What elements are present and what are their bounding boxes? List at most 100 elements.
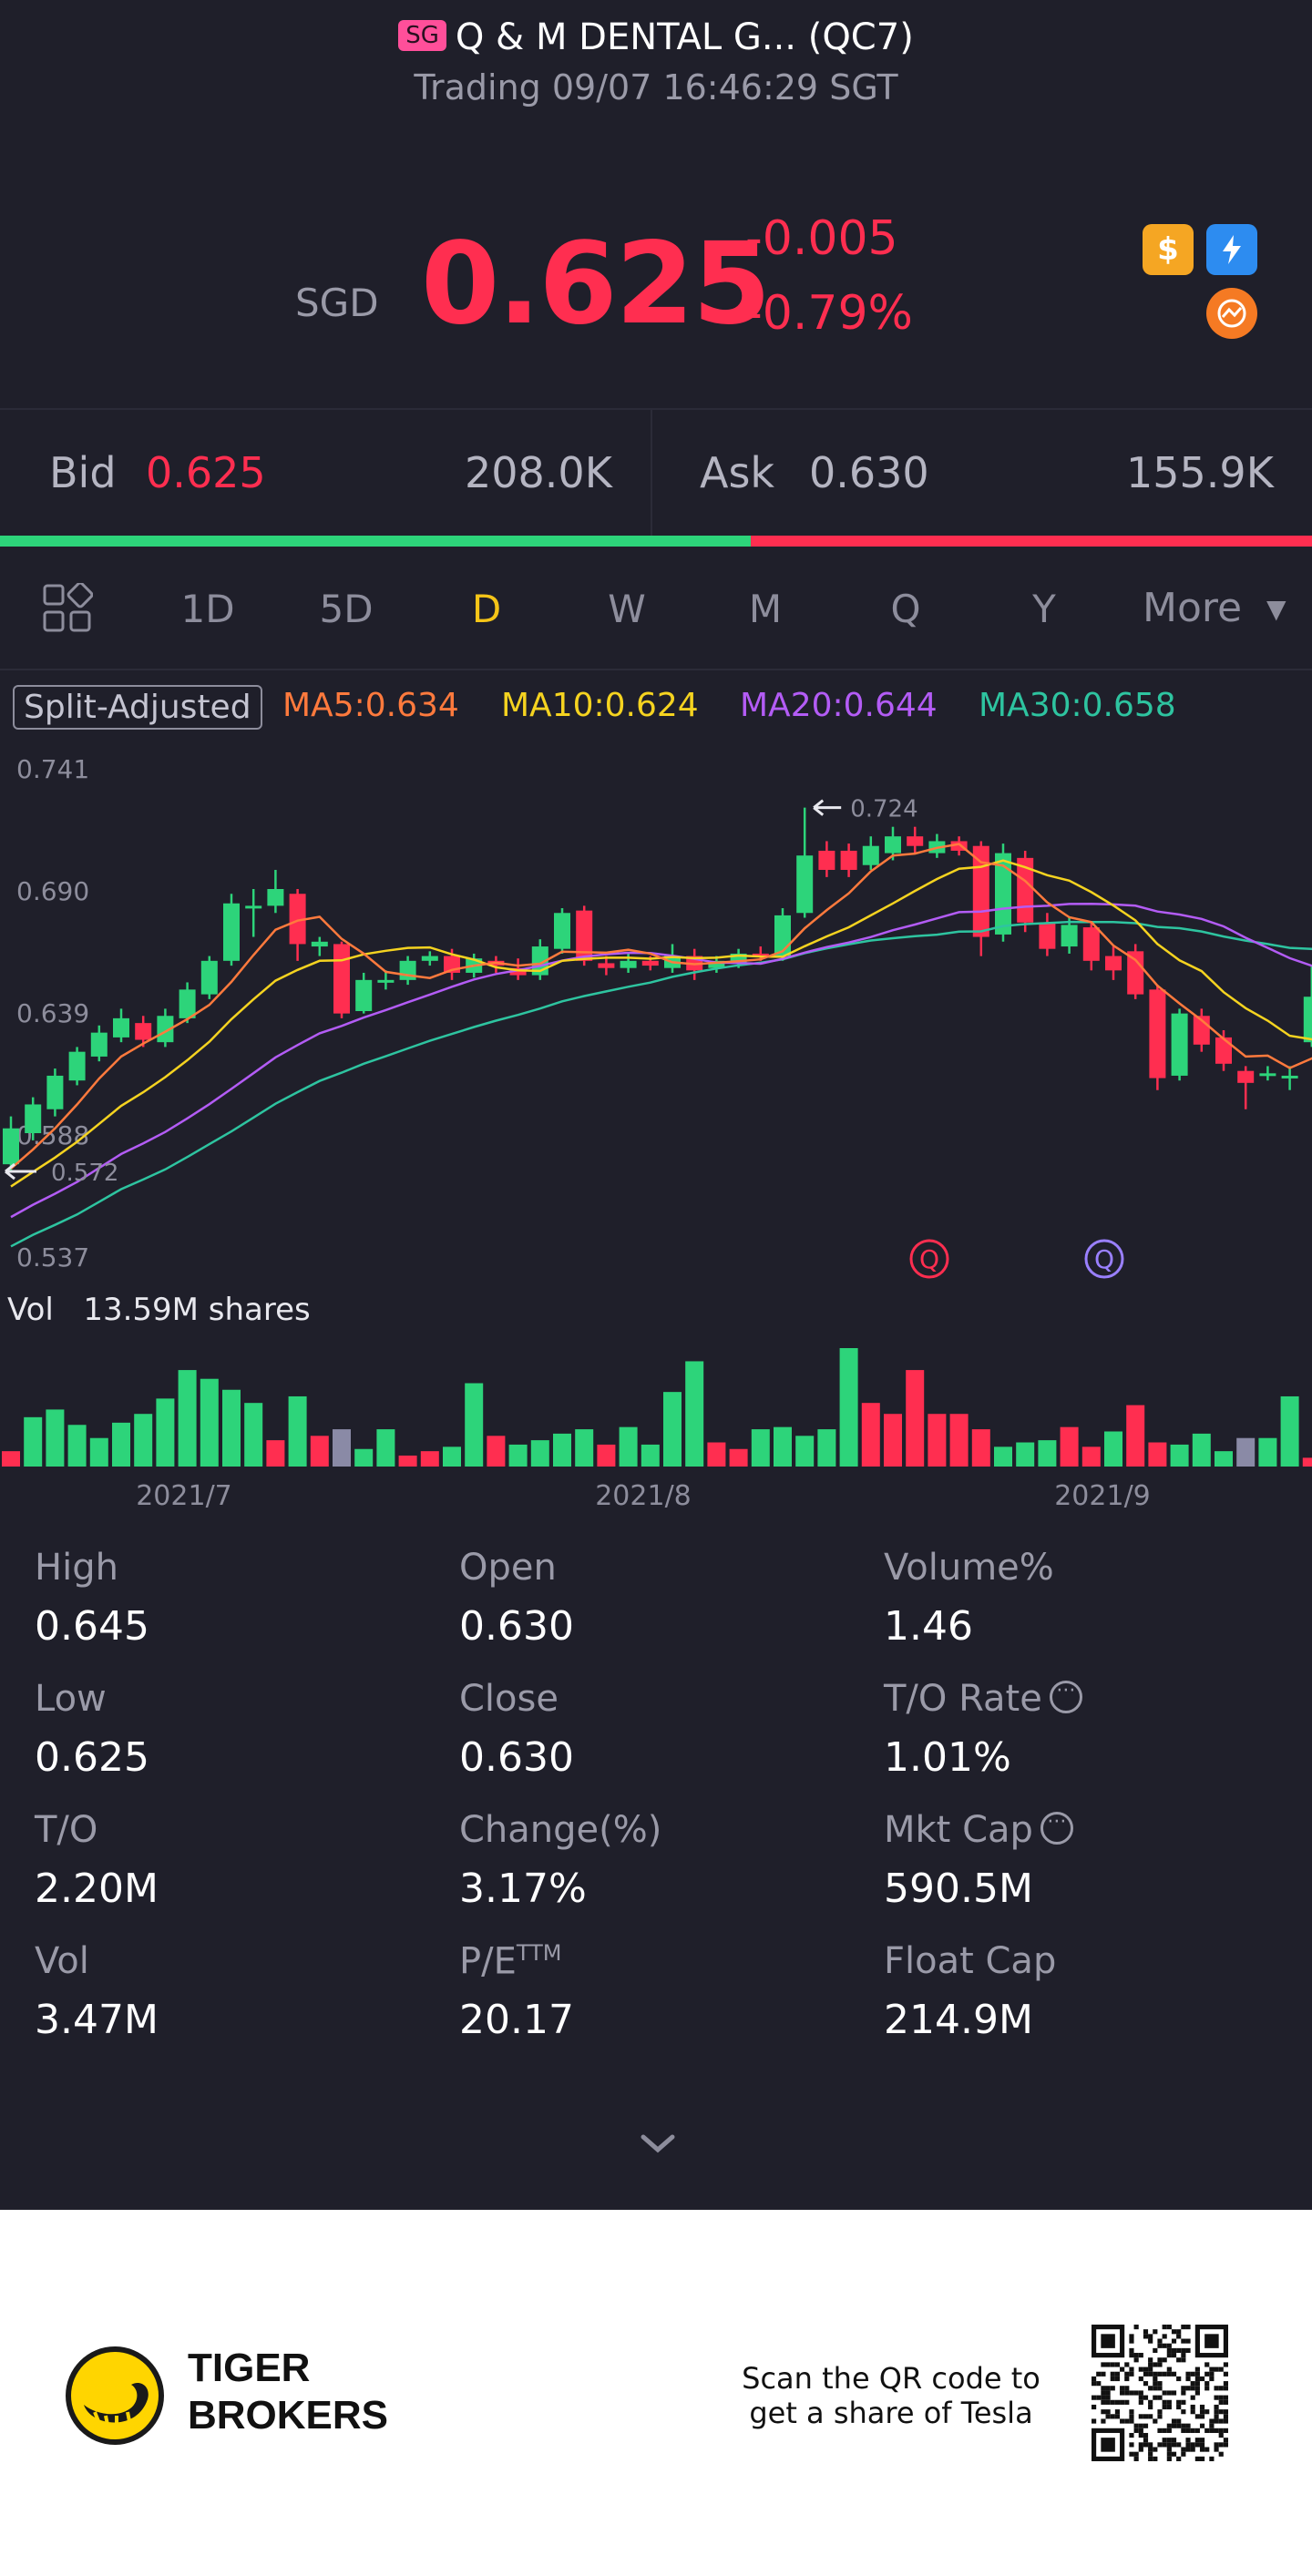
candle-body	[1281, 1075, 1298, 1078]
volume-bar	[134, 1414, 153, 1467]
arrow-left-icon	[5, 1162, 36, 1181]
stat-change-pct-value: 3.17%	[459, 1866, 587, 1912]
stock-name: Q & M DENTAL G... (QC7)	[455, 16, 914, 58]
tab-5d[interactable]: 5D	[319, 587, 374, 631]
candle-body	[333, 944, 350, 1014]
candle-body	[1171, 1013, 1188, 1076]
volume-bar	[817, 1429, 836, 1467]
qr-code-icon[interactable]	[1092, 2325, 1228, 2461]
bid-ask-panel: Bid 0.625 208.0K Ask 0.630 155.9K	[0, 408, 1312, 541]
candlestick-chart[interactable]: 0.741 0.690 0.639 0.588 0.537 0.724 0.572 Q Q 2…	[0, 738, 1312, 1521]
stat-close-value: 0.630	[459, 1734, 574, 1781]
tab-w[interactable]: W	[608, 587, 646, 631]
volume-bar	[949, 1414, 969, 1467]
candle-body	[708, 960, 725, 968]
volume-bar	[774, 1426, 792, 1467]
volume-bar	[575, 1429, 594, 1467]
candle-body	[377, 979, 395, 983]
ma30-value: MA30:0.658	[979, 687, 1176, 724]
ma20-line	[10, 902, 1312, 1219]
stat-open-value: 0.630	[459, 1603, 574, 1650]
candle-body	[972, 845, 989, 937]
candle-body	[1303, 997, 1312, 1043]
volume-bar	[663, 1392, 682, 1467]
quote-header: SG Q & M DENTAL G... (QC7) Trading 09/07 …	[0, 0, 1312, 408]
volume-bar	[487, 1436, 506, 1467]
volume-bar	[333, 1429, 351, 1467]
arrow-left-icon	[813, 799, 842, 816]
y-tick-label: 0.537	[16, 1242, 89, 1273]
candle-body	[113, 1017, 129, 1038]
volume-bar	[685, 1361, 704, 1467]
ma20-value: MA20:0.644	[740, 687, 938, 724]
volume-bar	[971, 1429, 990, 1467]
stat-close-label: Close	[459, 1678, 559, 1720]
volume-bar	[707, 1442, 726, 1467]
stat-to-rate-label: T/O Rate ···	[884, 1678, 1082, 1720]
volume-bar	[1081, 1446, 1101, 1467]
volume-bar	[1236, 1437, 1256, 1467]
volume-bar	[443, 1446, 461, 1467]
tab-d[interactable]: D	[471, 587, 502, 631]
stat-pe-value: 20.17	[459, 1997, 574, 2043]
candle-body	[1039, 922, 1056, 949]
ma30-line	[10, 920, 1312, 1248]
more-info-icon[interactable]: ···	[1049, 1681, 1082, 1713]
x-axis-label: 2021/9	[1054, 1480, 1151, 1512]
stat-float-cap-label: Float Cap	[884, 1940, 1057, 1982]
stat-pe-sup: TTM	[516, 1940, 562, 1966]
tab-y[interactable]: Y	[1032, 587, 1056, 631]
stat-open-label: Open	[459, 1547, 557, 1589]
volume-bar	[156, 1398, 175, 1467]
chevron-down-icon[interactable]	[638, 2130, 678, 2157]
candle-body	[950, 841, 968, 851]
tab-m[interactable]: M	[748, 587, 783, 631]
stat-mkt-cap-label: Mkt Cap ···	[884, 1809, 1073, 1851]
candle-body	[223, 903, 240, 961]
tab-more[interactable]: More	[1143, 585, 1243, 631]
event-marker-label: Q	[1094, 1244, 1114, 1274]
candle-body	[1237, 1070, 1255, 1083]
stat-mkt-cap-text: Mkt Cap	[884, 1809, 1033, 1851]
volume-bar	[928, 1414, 947, 1467]
brand-line-1: TIGER	[188, 2346, 311, 2390]
candle-body	[90, 1032, 108, 1057]
price-change: -0.005	[745, 211, 898, 266]
volume-bar	[24, 1416, 43, 1467]
volume-bar	[288, 1395, 307, 1467]
currency-label: SGD	[295, 281, 379, 325]
stat-to-rate-value: 1.01%	[884, 1734, 1011, 1781]
volume-bar	[1258, 1437, 1277, 1467]
more-info-icon[interactable]: ···	[1040, 1812, 1073, 1845]
volume-bar	[530, 1440, 549, 1467]
stat-low-label: Low	[35, 1678, 107, 1720]
candle-body	[862, 845, 879, 865]
event-marker-label: Q	[919, 1244, 939, 1274]
caret-down-icon[interactable]: ▼	[1266, 594, 1286, 624]
dollar-icon[interactable]: $	[1143, 224, 1194, 275]
candle-body	[818, 850, 835, 870]
split-adjusted-toggle[interactable]: Split-Adjusted	[13, 685, 262, 730]
volume-bar	[178, 1370, 197, 1467]
volume-bar	[1148, 1442, 1167, 1467]
candle-body	[1105, 956, 1122, 971]
chart-icon[interactable]	[1206, 288, 1257, 339]
candle-body	[840, 850, 857, 870]
y-tick-label: 0.690	[16, 876, 89, 906]
volume-bar	[1192, 1433, 1211, 1467]
candle-body	[576, 910, 593, 961]
ask-price: 0.630	[809, 448, 929, 497]
volume-bar	[1302, 1457, 1312, 1467]
lightning-icon[interactable]	[1206, 224, 1257, 275]
candle-body	[135, 1023, 152, 1040]
volume-bar	[376, 1429, 395, 1467]
candle-body	[399, 960, 416, 980]
ma10-line	[10, 859, 1312, 1188]
volume-bar	[1280, 1395, 1299, 1467]
layout-grid-icon[interactable]	[42, 583, 93, 634]
tab-q[interactable]: Q	[890, 587, 921, 631]
stat-pe-label: P/ETTM	[459, 1940, 561, 1982]
ma10-value: MA10:0.624	[501, 687, 699, 724]
tab-1d[interactable]: 1D	[180, 587, 235, 631]
